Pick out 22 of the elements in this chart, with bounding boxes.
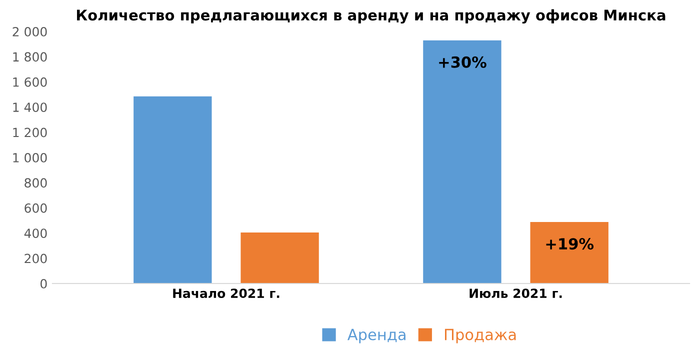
y-tick-label: 1 000 bbox=[13, 152, 47, 162]
y-tick-label: 400 bbox=[24, 228, 47, 238]
annotation: +30% bbox=[439, 56, 486, 68]
y-tick-label: 1 600 bbox=[13, 77, 47, 87]
y-tick-label: 2 000 bbox=[12, 26, 47, 36]
legend-label: Аренда bbox=[347, 328, 406, 344]
y-tick-label: 0 bbox=[40, 278, 47, 288]
legend-label: Продажа bbox=[444, 328, 516, 344]
x-tick-label: Июль 2021 г. bbox=[470, 288, 562, 298]
y-tick-label: 1 200 bbox=[13, 128, 47, 138]
bar bbox=[240, 232, 319, 284]
bar bbox=[423, 40, 502, 284]
y-tick-label: 800 bbox=[24, 178, 47, 188]
bar bbox=[530, 222, 608, 284]
x-tick-label: Начало 2021 г. bbox=[173, 288, 280, 298]
chart-title: Количество предлагающихся в аренду и на продажу офисов Минска bbox=[77, 9, 666, 24]
y-tick-label: 1 400 bbox=[13, 102, 47, 112]
y-tick-label: 600 bbox=[24, 203, 47, 213]
y-tick-label: 1 800 bbox=[13, 52, 47, 62]
y-tick-label: 200 bbox=[24, 254, 47, 264]
bar bbox=[134, 96, 212, 284]
annotation: +19% bbox=[546, 238, 594, 250]
